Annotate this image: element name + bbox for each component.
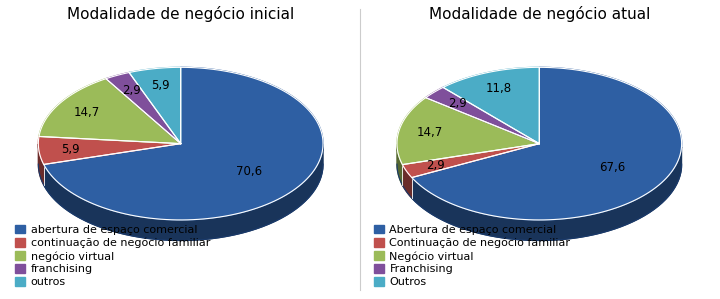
Polygon shape xyxy=(44,144,323,240)
Polygon shape xyxy=(38,144,44,185)
Legend: Abertura de espaço comercial, Continuação de negócio familiar, Negócio virtual, : Abertura de espaço comercial, Continuaçã… xyxy=(371,222,574,291)
Polygon shape xyxy=(412,147,682,240)
Text: 2,9: 2,9 xyxy=(122,84,140,97)
Text: 14,7: 14,7 xyxy=(417,126,444,139)
Polygon shape xyxy=(129,67,181,144)
Text: 11,8: 11,8 xyxy=(486,82,512,95)
Polygon shape xyxy=(402,144,539,178)
Text: 2,9: 2,9 xyxy=(426,159,445,172)
Polygon shape xyxy=(443,67,539,144)
Text: 70,6: 70,6 xyxy=(235,165,262,178)
Polygon shape xyxy=(402,164,412,198)
Polygon shape xyxy=(44,67,323,220)
Text: Modalidade de negócio atual: Modalidade de negócio atual xyxy=(428,6,650,22)
Legend: abertura de espaço comercial, continuação de negócio familiar, negócio virtual, : abertura de espaço comercial, continuaçã… xyxy=(12,222,214,291)
Text: 14,7: 14,7 xyxy=(73,106,99,119)
Text: 67,6: 67,6 xyxy=(599,161,625,174)
Polygon shape xyxy=(412,67,682,220)
Text: 2,9: 2,9 xyxy=(448,97,467,110)
Polygon shape xyxy=(426,87,539,144)
Polygon shape xyxy=(106,73,181,144)
Polygon shape xyxy=(38,136,181,164)
Polygon shape xyxy=(39,79,181,144)
Polygon shape xyxy=(397,144,402,185)
Text: 5,9: 5,9 xyxy=(60,143,79,155)
Text: 5,9: 5,9 xyxy=(151,79,169,91)
Polygon shape xyxy=(397,98,539,164)
Text: Modalidade de negócio inicial: Modalidade de negócio inicial xyxy=(67,6,294,22)
